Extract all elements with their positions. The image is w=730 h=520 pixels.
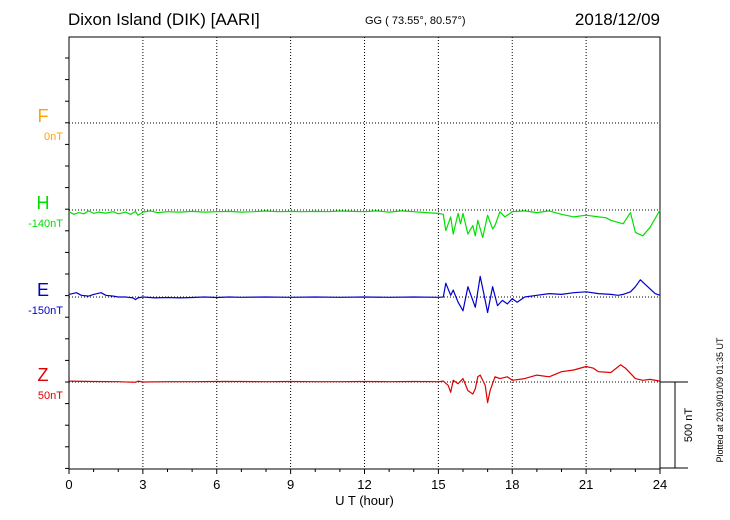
x-tick-label: 21 bbox=[579, 477, 593, 492]
x-tick-label: 6 bbox=[213, 477, 220, 492]
component-label-z: Z bbox=[38, 365, 49, 385]
x-tick-label: 24 bbox=[653, 477, 667, 492]
series-line-e bbox=[68, 275, 661, 314]
plot-date: 2018/12/09 bbox=[574, 10, 660, 29]
baseline-value-e: -150nT bbox=[28, 305, 63, 317]
x-axis-label: U T (hour) bbox=[335, 493, 394, 508]
series-line-h bbox=[68, 209, 661, 239]
x-tick-label: 15 bbox=[431, 477, 445, 492]
x-tick-label: 9 bbox=[287, 477, 294, 492]
component-label-f: F bbox=[38, 106, 49, 126]
x-tick-label: 3 bbox=[139, 477, 146, 492]
baseline-value-h: -140nT bbox=[28, 218, 63, 230]
component-label-e: E bbox=[37, 280, 49, 300]
series-line-z bbox=[68, 364, 661, 404]
baseline-value-z: 50nT bbox=[38, 390, 63, 402]
scale-label: 500 nT bbox=[683, 408, 695, 443]
x-tick-label: 0 bbox=[65, 477, 72, 492]
plotted-timestamp: Plotted at 2019/01/09 01:35 UT bbox=[715, 337, 725, 463]
x-tick-label: 12 bbox=[357, 477, 371, 492]
station-title: Dixon Island (DIK) [AARI] bbox=[68, 10, 260, 29]
component-label-h: H bbox=[37, 193, 50, 213]
x-tick-label: 18 bbox=[505, 477, 519, 492]
baseline-value-f: 0nT bbox=[44, 131, 63, 143]
station-coordinates: GG ( 73.55°, 80.57°) bbox=[365, 15, 466, 27]
